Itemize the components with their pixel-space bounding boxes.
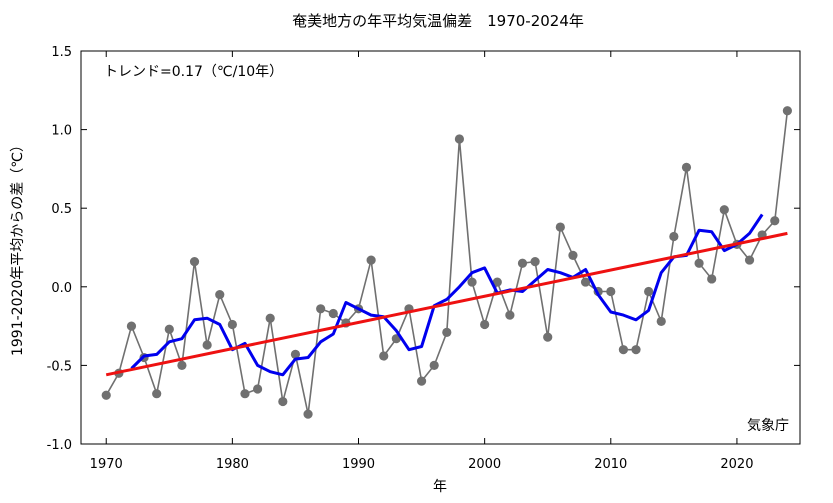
annual-anomaly-point	[227, 319, 237, 330]
trend-line	[105, 231, 788, 377]
x-tick-label: 2000	[468, 457, 501, 472]
source-label: 気象庁	[747, 418, 789, 434]
y-tick-label: -1.0	[47, 438, 72, 453]
annual-anomaly-point	[189, 257, 200, 267]
annual-anomaly-point	[530, 257, 540, 267]
annual-anomaly-point	[290, 349, 301, 359]
annual-anomaly-point	[126, 321, 137, 331]
annual-anomaly-point	[164, 324, 174, 334]
annual-anomaly-point	[215, 290, 225, 300]
annual-anomaly-point	[480, 319, 490, 330]
annual-anomaly-point	[379, 351, 389, 361]
series-layer	[101, 106, 792, 419]
annual-anomaly-point	[580, 277, 591, 287]
annual-anomaly-point	[782, 106, 792, 116]
annual-anomaly-point	[316, 304, 326, 314]
annual-anomaly-point	[303, 409, 313, 419]
plot-frame	[80, 50, 801, 445]
annual-anomaly-point	[631, 345, 641, 355]
annual-anomaly-point	[152, 389, 162, 399]
x-tick-label: 1980	[216, 457, 249, 472]
y-axis-label: 1991-2020年平均からの差（℃）	[10, 138, 26, 356]
annual-anomaly-line	[105, 110, 789, 415]
x-tick-label: 1990	[342, 457, 375, 472]
annual-anomaly-point	[555, 222, 565, 232]
annual-anomaly-point	[278, 396, 288, 407]
y-tick-label: 0.5	[51, 202, 72, 217]
annual-anomaly-point	[177, 360, 187, 370]
annual-anomaly-point	[416, 376, 427, 386]
y-tick-label: 1.5	[51, 45, 72, 60]
annual-anomaly-point	[669, 231, 679, 242]
annual-anomaly-point	[606, 286, 616, 297]
y-axis: -1.0 -0.5 0.0 0.5 1.0 1.5	[47, 45, 800, 453]
annual-anomaly-point	[505, 310, 515, 320]
x-tick-label: 2020	[720, 457, 753, 472]
annual-anomaly-point	[744, 255, 755, 265]
annual-anomaly-point	[454, 134, 465, 144]
annual-anomaly-point	[252, 384, 263, 394]
annual-anomaly-point	[467, 277, 477, 287]
x-axis-label: 年	[433, 479, 447, 495]
annual-anomaly-point	[202, 340, 212, 350]
annual-anomaly-point	[429, 360, 439, 370]
y-tick-label: -0.5	[47, 359, 72, 374]
annual-anomaly-point	[492, 277, 502, 287]
x-tick-label: 1970	[90, 457, 123, 472]
annual-anomaly-point	[694, 258, 704, 268]
annual-anomaly-point	[618, 345, 629, 355]
annual-anomaly-point	[240, 389, 250, 399]
annual-anomaly-point	[707, 274, 717, 284]
x-axis: 1970 1980 1990 2000 2010 2020	[90, 51, 753, 472]
annual-anomaly-point	[366, 255, 376, 265]
trend-annotation: トレンド=0.17（℃/10年）	[104, 64, 283, 80]
chart-title: 奄美地方の年平均気温偏差 1970-2024年	[292, 12, 584, 30]
annual-anomaly-point	[442, 327, 452, 337]
annual-anomaly-point	[101, 390, 111, 400]
y-tick-label: 1.0	[51, 124, 72, 139]
annual-anomaly-point	[681, 162, 692, 172]
annual-anomaly-point	[770, 216, 780, 226]
annual-anomaly-point	[656, 316, 666, 326]
annual-anomaly-point	[719, 205, 729, 215]
annual-anomaly-point	[328, 308, 338, 319]
annual-anomaly-point	[644, 286, 654, 297]
y-tick-label: 0.0	[51, 281, 72, 296]
annual-anomaly-point	[568, 250, 578, 260]
annual-anomaly-point	[517, 258, 528, 268]
annual-anomaly-point	[543, 332, 553, 342]
annual-anomaly-point	[265, 313, 275, 323]
x-tick-label: 2010	[594, 457, 627, 472]
